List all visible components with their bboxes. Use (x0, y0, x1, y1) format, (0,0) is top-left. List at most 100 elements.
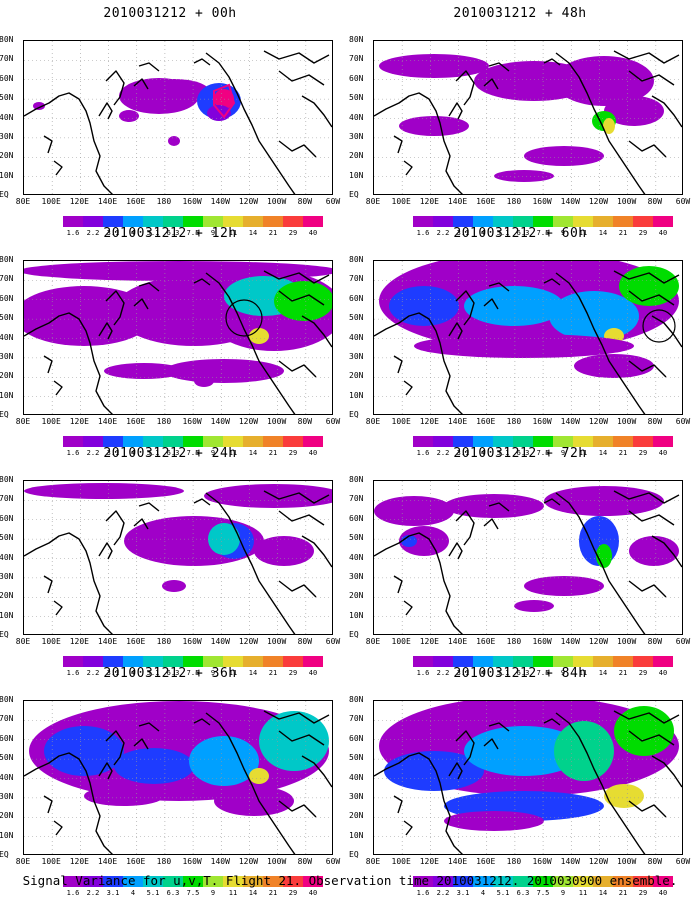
forecast-panel-24h: 2010031212 + 24h 80N 70N 60N 50N 40N 30N 20N 10… (0, 440, 340, 677)
colorbar-tick-label: 7.5 (186, 449, 200, 457)
colorbar-tick-label: 40 (308, 229, 318, 237)
lat-label: 50N (349, 533, 364, 543)
map-canvas (374, 41, 682, 194)
lon-label: 100W (616, 637, 637, 646)
colorbar-swatch (103, 436, 123, 447)
lat-label: 10N (349, 830, 364, 840)
colorbar-swatch (573, 436, 593, 447)
variance-shade (249, 768, 269, 784)
lat-label: EQ (349, 190, 359, 199)
panel-title: 2010031212 + 84h (453, 666, 587, 681)
colorbar-swatch (283, 216, 303, 227)
lon-label: 140W (560, 637, 580, 646)
colorbar-tick-label: 7.5 (186, 669, 200, 677)
colorbar-swatch (573, 656, 593, 667)
colorbar-labels: 1.6 2.2 3.1 4 5.1 6.3 7.5 9 11 14 21 29 40 (413, 449, 673, 458)
colorbar-tick-label: 6.3 (166, 669, 180, 677)
variance-map (23, 260, 333, 415)
forecast-panel-72h: 2010031212 + 72h 80N 70N 60N 50N 40N 30N 20N 10… (349, 440, 690, 677)
lon-label: 80W (647, 417, 663, 426)
colorbar-tick-label: 21 (268, 449, 278, 457)
coastline (403, 820, 413, 836)
coastline (628, 360, 667, 378)
variance-map (373, 40, 683, 195)
map-canvas (374, 481, 682, 634)
colorbar-tick-label: 9 (210, 449, 216, 457)
coastline (263, 490, 330, 504)
flight-track (213, 83, 236, 119)
lon-label: 80W (297, 197, 313, 206)
variance-shade (162, 580, 186, 592)
colorbar-swatch (63, 876, 83, 887)
lat-label: 70N (0, 274, 14, 284)
lon-label: 100E (391, 857, 411, 866)
colorbar-swatch (63, 216, 83, 227)
lon-label: 80E (15, 857, 31, 866)
colorbar-swatch (283, 436, 303, 447)
lat-label: 80N (349, 255, 364, 264)
coastline (263, 270, 330, 284)
forecast-panel-60h: 2010031212 + 60h 80N 70N 60N 50N 40N 30N 20N 10… (349, 220, 690, 457)
lon-label: 180 (506, 857, 522, 866)
lon-label: 60W (675, 637, 691, 646)
colorbar-labels: 1.6 2.2 3.1 4 5.1 6.3 7.5 9 11 14 21 29 40 (63, 889, 323, 898)
colorbar-swatch (593, 656, 613, 667)
coastline (628, 290, 675, 306)
lon-label: 120E (419, 857, 439, 866)
lon-label: 80E (365, 637, 381, 646)
coastline (613, 490, 680, 504)
lat-label: 60N (349, 733, 364, 743)
coastline (263, 710, 330, 724)
forecast-panel-00h: 2010031212 + 00h 80N 70N 60N 50N 40N 30N 20N 10… (0, 0, 340, 237)
lon-label: 160W (182, 197, 202, 206)
colorbar-swatch (243, 436, 263, 447)
variance-shade (399, 116, 469, 136)
variance-shade (374, 496, 454, 526)
variance-shade (139, 79, 209, 103)
colorbar-swatch (183, 216, 203, 227)
lon-label: 180 (506, 417, 522, 426)
variance-map (373, 700, 683, 855)
coastline (393, 135, 403, 154)
colorbar-tick-label: 3.1 (456, 229, 470, 237)
lat-label: 20N (0, 811, 14, 821)
lon-label: 140E (97, 857, 118, 866)
colorbar-tick-label: 1.6 (416, 229, 430, 237)
panel-title: 2010031212 + 00h (103, 6, 237, 21)
colorbar-swatch (203, 216, 223, 227)
lon-label: 80W (297, 417, 313, 426)
colorbar-tick-label: 29 (288, 669, 298, 677)
lon-label: 120W (238, 857, 259, 866)
coastline (455, 70, 475, 106)
colorbar-swatch (553, 436, 573, 447)
coastline (628, 140, 667, 158)
coastline (448, 102, 463, 120)
colorbar-swatch (633, 216, 653, 227)
colorbar-swatch (513, 216, 533, 227)
lat-label: 10N (349, 390, 364, 400)
coastline (488, 502, 510, 512)
colorbar-tick-label: 6.3 (516, 889, 530, 897)
forecast-panel-12h: 2010031212 + 12h 80N 70N 60N 50N 40N 30N 20N 10… (0, 220, 340, 457)
colorbar-swatch (83, 216, 103, 227)
coastline (483, 738, 499, 750)
colorbar-swatch (593, 436, 613, 447)
coastline (555, 712, 646, 854)
lat-label: 10N (0, 390, 14, 400)
variance-map (373, 260, 683, 415)
colorbar-tick-label: 2.2 (436, 889, 450, 897)
lon-label: 180 (156, 637, 172, 646)
lon-label: 140W (560, 197, 580, 206)
lon-label: 180 (506, 197, 522, 206)
variance-shade (249, 328, 269, 344)
colorbar-tick-label: 3.1 (456, 889, 470, 897)
lon-label: 60W (675, 857, 691, 866)
colorbar-swatch (533, 436, 553, 447)
colorbar-tick-label: 6.3 (516, 449, 530, 457)
lat-label: 70N (349, 274, 364, 284)
colorbar-swatch (513, 436, 533, 447)
coastline (43, 795, 53, 814)
panel-title: 2010031212 + 12h (103, 226, 237, 241)
lon-label: 100W (266, 857, 287, 866)
colorbar-tick-label: 21 (268, 889, 278, 897)
